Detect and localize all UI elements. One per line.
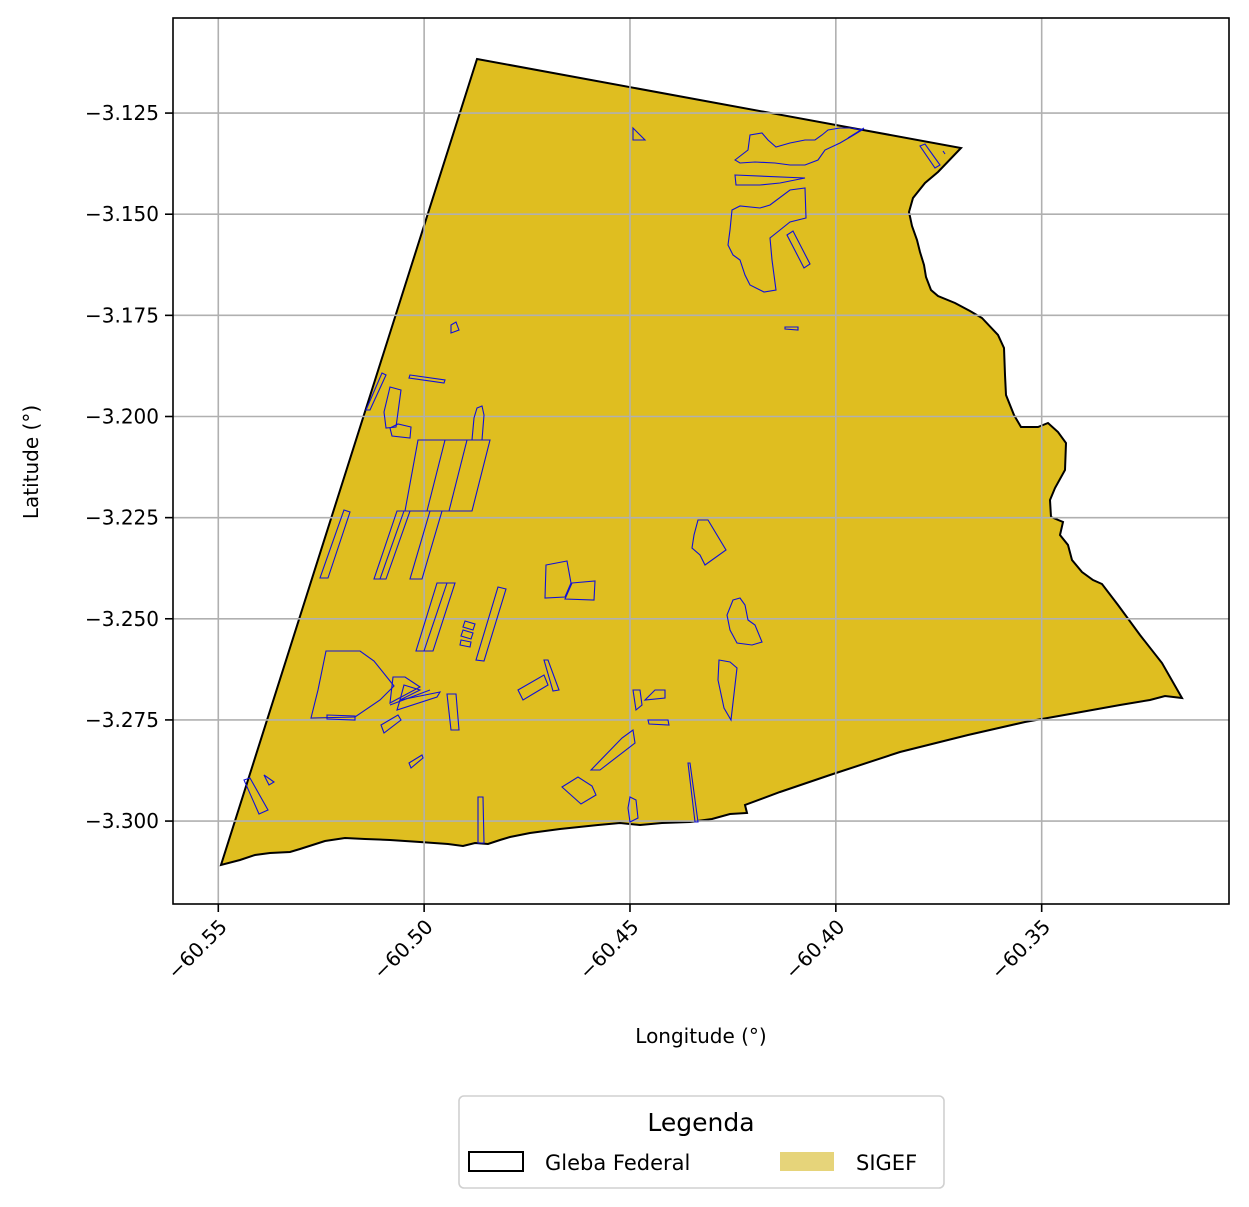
parcel <box>408 374 446 384</box>
parcel <box>687 762 699 823</box>
parcel <box>460 629 474 640</box>
parcel <box>409 510 443 580</box>
legend: Legenda Gleba Federal SIGEF <box>458 1095 945 1189</box>
parcel <box>726 597 763 646</box>
parcel <box>734 127 864 166</box>
legend-swatch-gleba <box>468 1151 524 1172</box>
parcel <box>263 774 276 786</box>
parcel <box>389 676 422 704</box>
y-tick-label: −3.125 <box>85 101 159 125</box>
x-axis-ticks: −60.55 −60.50 −60.45 −60.40 −60.35 <box>163 904 1055 984</box>
parcel <box>564 580 596 601</box>
parcel <box>462 620 476 631</box>
sigef-parcels <box>243 126 946 844</box>
parcel <box>389 689 431 706</box>
y-tick-label: −3.300 <box>85 809 159 833</box>
parcel <box>477 796 485 844</box>
parcel <box>561 776 597 805</box>
parcel <box>544 560 572 599</box>
parcel <box>717 659 738 722</box>
parcel <box>627 796 639 823</box>
parcel <box>691 519 727 566</box>
legend-swatch-sigef <box>780 1152 834 1171</box>
y-axis-ticks: −3.125 −3.150 −3.175 −3.200 −3.225 −3.250 −3.2… <box>85 101 173 833</box>
parcel <box>543 659 560 692</box>
parcel <box>426 439 446 512</box>
parcel <box>632 689 643 712</box>
y-tick-label: −3.250 <box>85 607 159 631</box>
x-tick-label: −60.55 <box>163 915 232 984</box>
parcel <box>448 439 468 512</box>
parcel <box>408 754 424 769</box>
legend-label-sigef: SIGEF <box>856 1151 917 1175</box>
parcel <box>632 126 647 141</box>
x-axis-title: Longitude (°) <box>635 1024 766 1048</box>
parcel <box>326 714 356 721</box>
parcel <box>786 230 811 269</box>
parcel <box>389 423 412 439</box>
parcel <box>919 143 941 169</box>
x-tick-label: −60.35 <box>986 915 1055 984</box>
gleba-federal-area <box>219 57 1184 867</box>
parcel <box>734 174 806 186</box>
parcel <box>396 691 442 711</box>
y-tick-label: −3.175 <box>85 303 159 327</box>
plot-frame <box>172 17 1230 905</box>
parcel <box>459 639 472 648</box>
parcel <box>423 582 448 652</box>
parcel <box>310 650 395 719</box>
legend-label-gleba: Gleba Federal <box>545 1151 690 1175</box>
parcel <box>243 777 269 815</box>
parcel <box>643 689 666 701</box>
parcel <box>450 321 460 334</box>
legend-title: Legenda <box>647 1108 754 1137</box>
parcel <box>784 326 799 331</box>
parcel <box>942 150 946 155</box>
parcel <box>847 127 865 139</box>
parcel <box>517 674 549 701</box>
parcel <box>446 693 460 731</box>
parcel <box>365 372 387 411</box>
parcel <box>380 714 402 734</box>
parcel <box>399 684 422 702</box>
y-tick-label: −3.150 <box>85 202 159 226</box>
y-tick-label: −3.225 <box>85 506 159 530</box>
x-tick-label: −60.50 <box>368 915 437 984</box>
parcel <box>404 439 491 512</box>
y-tick-label: −3.275 <box>85 708 159 732</box>
parcel <box>589 729 636 771</box>
x-tick-label: −60.45 <box>574 915 643 984</box>
parcel <box>373 510 411 580</box>
y-axis-title: Latitude (°) <box>19 405 43 519</box>
parcel <box>379 510 405 580</box>
parcel <box>319 509 351 579</box>
parcel <box>475 586 507 662</box>
x-tick-label: −60.40 <box>780 915 849 984</box>
parcel <box>647 719 670 726</box>
parcel <box>727 187 807 293</box>
y-tick-label: −3.200 <box>85 404 159 428</box>
parcel <box>415 582 456 652</box>
